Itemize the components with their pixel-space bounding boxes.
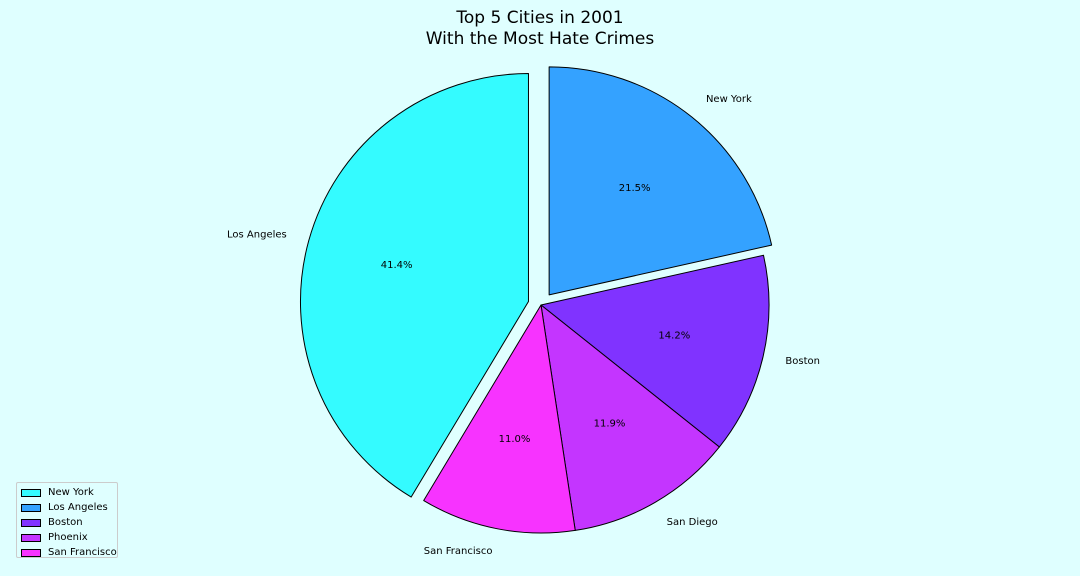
legend-swatch [21, 518, 41, 527]
slice-category-label: Los Angeles [227, 230, 287, 241]
slice-percent-label: 41.4% [381, 260, 413, 271]
slice-percent-label: 11.0% [499, 434, 531, 445]
slice-percent-label: 11.9% [594, 418, 626, 429]
legend-item: San Francisco [21, 545, 117, 560]
pie-slice [299, 73, 529, 498]
legend-item: Boston [21, 515, 117, 530]
legend-swatch [21, 548, 41, 557]
legend: New York Los Angeles Boston Phoenix San … [16, 482, 118, 558]
slice-category-label: San Francisco [424, 546, 493, 557]
legend-item: Los Angeles [21, 500, 117, 515]
pie-slice [548, 66, 773, 296]
legend-swatch [21, 503, 41, 512]
legend-label: Phoenix [48, 532, 88, 543]
slice-category-label: New York [706, 94, 752, 105]
legend-swatch [21, 533, 41, 542]
legend-label: Los Angeles [48, 502, 108, 513]
legend-item: Phoenix [21, 530, 117, 545]
slice-percent-label: 14.2% [658, 331, 690, 342]
pie-slice [540, 304, 720, 531]
slice-percent-label: 21.5% [619, 183, 651, 194]
legend-swatch [21, 488, 41, 497]
chart-title-line-2: With the Most Hate Crimes [425, 29, 655, 49]
legend-label: San Francisco [48, 547, 117, 558]
legend-item: New York [21, 485, 117, 500]
chart-title-line-1: Top 5 Cities in 2001 [456, 8, 624, 28]
slice-category-label: Boston [785, 356, 820, 367]
pie-slice [423, 304, 576, 534]
slice-category-label: San Diego [667, 517, 718, 528]
chart-title: Top 5 Cities in 2001 With the Most Hate … [0, 8, 1080, 50]
pie-slice [540, 254, 770, 448]
legend-label: New York [48, 487, 94, 498]
legend-label: Boston [48, 517, 83, 528]
